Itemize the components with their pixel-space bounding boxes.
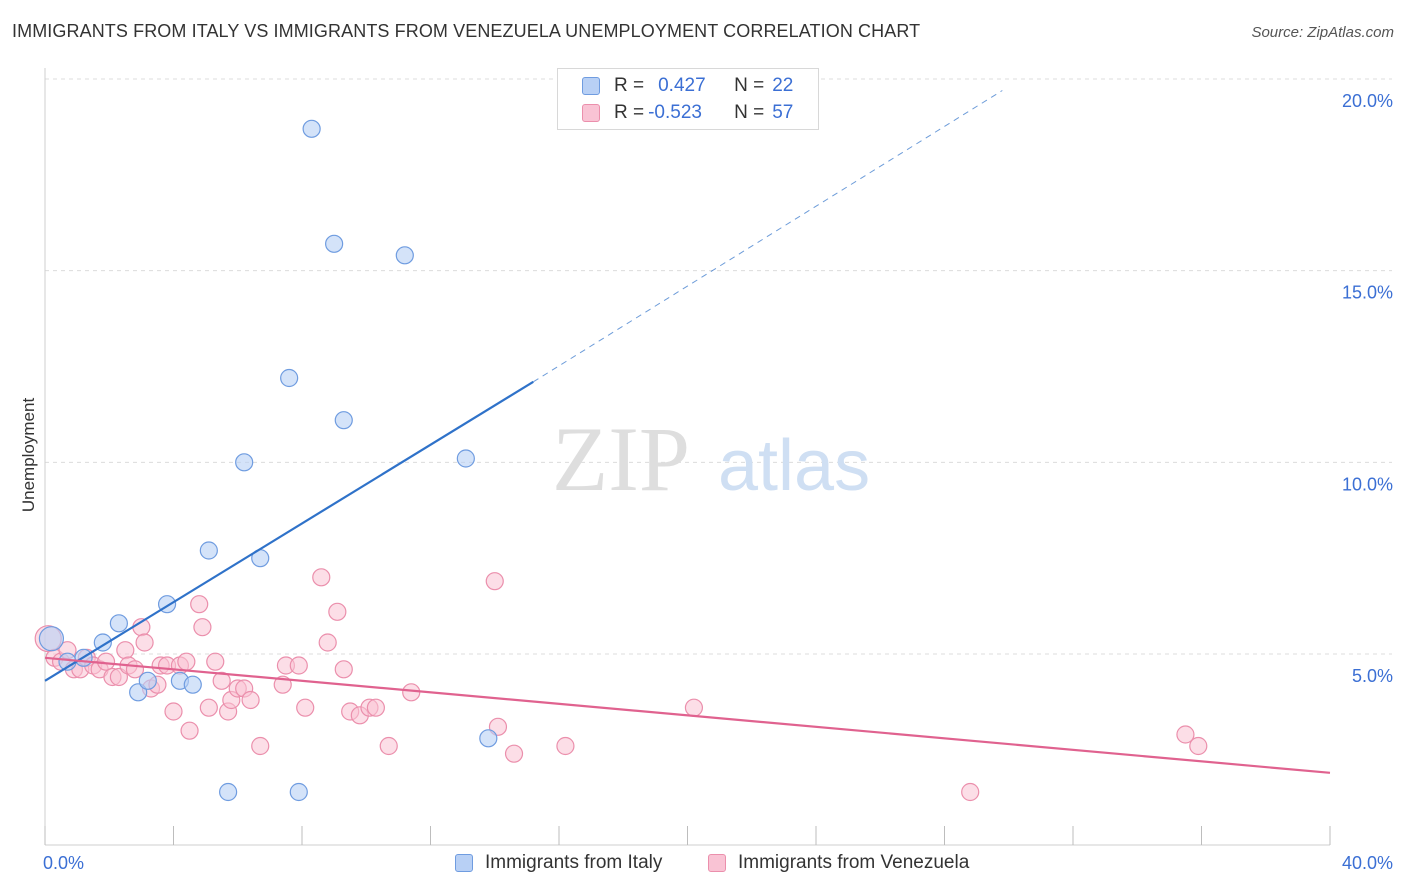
- legend-italy-n-label: N =: [734, 75, 765, 96]
- watermark-atlas: atlas: [718, 426, 870, 506]
- watermark-zip: ZIP: [552, 408, 690, 510]
- italy-point: [302, 119, 321, 138]
- venezuela-point: [289, 656, 308, 675]
- legend-venezuela-r-value: -0.523: [648, 102, 702, 123]
- legend-swatch-italy: [582, 77, 600, 95]
- italy-point: [334, 411, 353, 430]
- venezuela-point: [206, 652, 225, 671]
- venezuela-point: [684, 698, 704, 717]
- italy-point: [479, 729, 498, 748]
- venezuela-point: [135, 633, 154, 652]
- venezuela-point: [296, 698, 315, 717]
- italy-point: [109, 614, 128, 633]
- italy-point: [235, 453, 254, 472]
- source-credit: Source: ZipAtlas.com: [1251, 24, 1394, 41]
- venezuela-point: [180, 721, 199, 740]
- italy-point: [199, 541, 218, 560]
- venezuela-point: [334, 660, 353, 679]
- venezuela-point: [312, 568, 331, 587]
- y-tick-label: 15.0%: [1342, 283, 1393, 303]
- bottom-legend-swatch-italy: [455, 854, 473, 872]
- italy-point: [289, 782, 308, 802]
- venezuela-point: [177, 652, 196, 671]
- italy-point: [38, 626, 65, 652]
- bottom-legend-swatch-venezuela: [708, 854, 726, 872]
- venezuela-point: [379, 736, 398, 756]
- legend-row-italy: R = 0.427 N = 22: [582, 74, 793, 98]
- x-tick-label: 40.0%: [1342, 853, 1393, 873]
- x-tick-label: 0.0%: [43, 853, 84, 873]
- y-axis-label: Unemployment: [19, 398, 38, 513]
- venezuela-point: [190, 595, 209, 614]
- venezuela-point: [164, 702, 183, 721]
- italy-points: [38, 119, 498, 802]
- italy-point: [280, 368, 299, 388]
- bottom-legend-label-italy: Immigrants from Italy: [485, 852, 663, 873]
- legend-italy-r-label: R =: [614, 75, 645, 96]
- venezuela-point: [328, 602, 347, 621]
- y-tick-label: 10.0%: [1342, 474, 1393, 494]
- venezuela-point: [1189, 736, 1208, 756]
- italy-trend-extension: [533, 90, 1003, 383]
- italy-point: [138, 671, 157, 690]
- venezuela-point: [199, 698, 218, 717]
- legend-venezuela-n-label: N =: [734, 102, 765, 123]
- venezuela-point: [402, 683, 421, 702]
- italy-point: [456, 449, 475, 468]
- trend-lines: [44, 90, 1331, 774]
- venezuela-point: [485, 572, 504, 591]
- venezuela-point: [116, 641, 135, 660]
- italy-point: [219, 782, 238, 802]
- tick-labels: 5.0% 10.0% 15.0% 20.0% 0.0% 40.0%: [43, 91, 1393, 873]
- correlation-legend: R = 0.427 N = 22 R = -0.523 N = 57: [557, 68, 819, 130]
- italy-point: [395, 246, 414, 265]
- venezuela-point: [366, 698, 385, 717]
- bottom-legend-italy: Immigrants from Italy: [455, 852, 662, 874]
- venezuela-point: [556, 736, 575, 756]
- legend-italy-n-value: 22: [772, 75, 794, 96]
- legend-italy-r-value: 0.427: [658, 75, 706, 96]
- legend-venezuela-r-label: R =: [614, 102, 645, 123]
- bottom-legend-label-venezuela: Immigrants from Venezuela: [738, 852, 970, 873]
- venezuela-points: [34, 568, 1208, 802]
- legend-swatch-venezuela: [582, 104, 600, 122]
- venezuela-point: [212, 671, 231, 690]
- chart-title: IMMIGRANTS FROM ITALY VS IMMIGRANTS FROM…: [12, 21, 921, 41]
- venezuela-point: [961, 782, 980, 802]
- gridlines: [45, 78, 1392, 655]
- venezuela-point: [318, 633, 337, 652]
- italy-trend-line: [44, 380, 534, 682]
- legend-row-venezuela: R = -0.523 N = 57: [582, 101, 793, 125]
- axes: [44, 68, 1331, 846]
- venezuela-point: [504, 744, 524, 763]
- y-tick-label: 20.0%: [1342, 91, 1393, 111]
- venezuela-trend-line: [44, 656, 1331, 774]
- venezuela-point: [1176, 725, 1195, 744]
- venezuela-point: [241, 690, 260, 710]
- y-tick-label: 5.0%: [1352, 666, 1393, 686]
- bottom-legend-venezuela: Immigrants from Venezuela: [708, 852, 969, 874]
- venezuela-point: [251, 736, 270, 756]
- italy-point: [183, 675, 202, 694]
- venezuela-point: [193, 618, 212, 637]
- legend-venezuela-n-value: 57: [772, 102, 794, 123]
- italy-point: [325, 234, 344, 253]
